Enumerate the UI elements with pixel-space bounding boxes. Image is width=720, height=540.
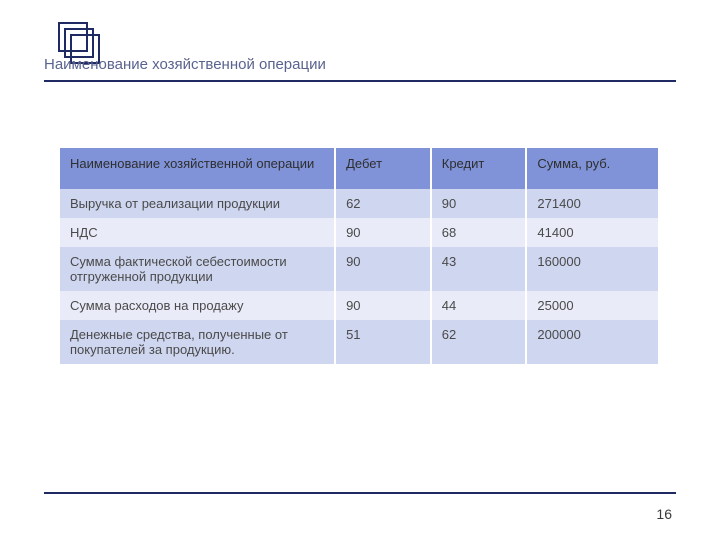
cell-name: Сумма расходов на продажу	[60, 291, 335, 320]
table-row: Денежные средства, полученные от покупат…	[60, 320, 658, 364]
col-header-debit: Дебет	[335, 148, 431, 189]
cell-amount: 271400	[526, 189, 658, 218]
operations-table: Наименование хозяйственной операции Дебе…	[60, 148, 658, 364]
table-row: Сумма расходов на продажу 90 44 25000	[60, 291, 658, 320]
cell-name: Сумма фактической себестоимости отгружен…	[60, 247, 335, 291]
bottom-rule	[44, 492, 676, 494]
cell-amount: 200000	[526, 320, 658, 364]
cell-debit: 90	[335, 247, 431, 291]
cell-name: Выручка от реализации продукции	[60, 189, 335, 218]
cell-debit: 51	[335, 320, 431, 364]
cell-debit: 90	[335, 218, 431, 247]
cell-debit: 62	[335, 189, 431, 218]
table-row: Сумма фактической себестоимости отгружен…	[60, 247, 658, 291]
col-header-name: Наименование хозяйственной операции	[60, 148, 335, 189]
cell-name: Денежные средства, полученные от покупат…	[60, 320, 335, 364]
cell-debit: 90	[335, 291, 431, 320]
cell-amount: 160000	[526, 247, 658, 291]
cell-credit: 90	[431, 189, 527, 218]
table-row: Выручка от реализации продукции 62 90 27…	[60, 189, 658, 218]
cell-credit: 44	[431, 291, 527, 320]
cell-credit: 62	[431, 320, 527, 364]
col-header-credit: Кредит	[431, 148, 527, 189]
page-number: 16	[656, 506, 672, 522]
cell-name: НДС	[60, 218, 335, 247]
page-title: Наименование хозяйственной операции	[44, 56, 326, 73]
col-header-amount: Сумма, руб.	[526, 148, 658, 189]
cell-credit: 68	[431, 218, 527, 247]
top-rule	[44, 80, 676, 82]
cell-amount: 25000	[526, 291, 658, 320]
cell-credit: 43	[431, 247, 527, 291]
cell-amount: 41400	[526, 218, 658, 247]
table-row: НДС 90 68 41400	[60, 218, 658, 247]
table-header-row: Наименование хозяйственной операции Дебе…	[60, 148, 658, 189]
